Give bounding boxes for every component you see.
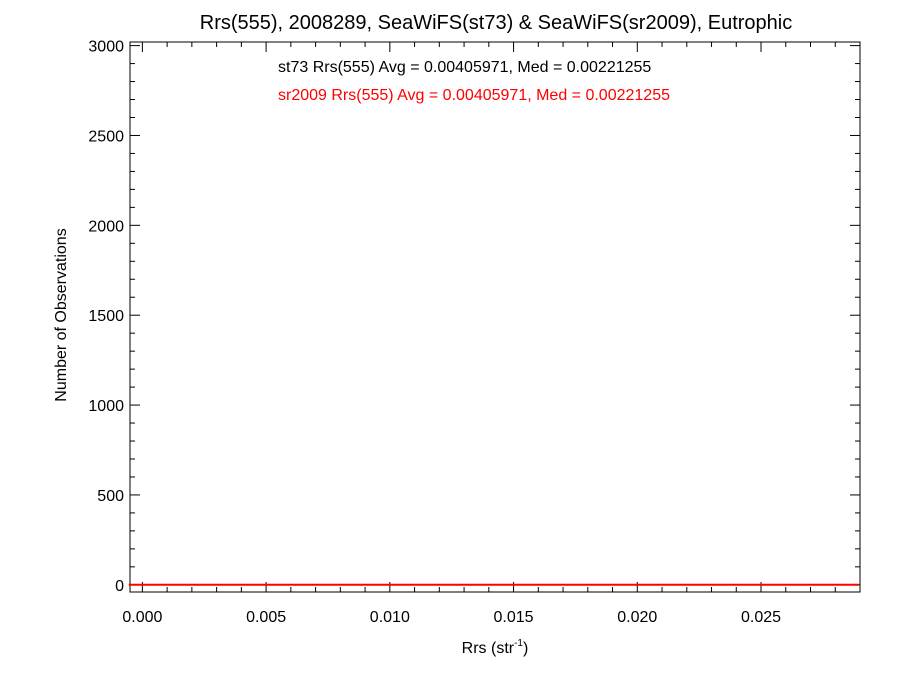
x-axis-label-close: ) [523,640,528,657]
x-axis-label-main: Rrs (str [462,640,515,657]
x-tick-label: 0.010 [370,609,410,626]
plot-frame [129,41,861,593]
y-tick-label: 500 [97,488,124,505]
x-tick-label: 0.015 [494,609,534,626]
x-tick-label: 0.020 [617,609,657,626]
y-tick-label: 1000 [88,398,124,415]
x-axis-label: Rrs (str-1) [462,638,529,657]
y-tick-label: 0 [115,578,124,595]
y-axis-label: Number of Observations [53,228,70,401]
annotation-sr2009: sr2009 Rrs(555) Avg = 0.00405971, Med = … [278,87,670,104]
x-axis-label-sup: -1 [514,638,523,649]
annotation-st73: st73 Rrs(555) Avg = 0.00405971, Med = 0.… [278,59,651,76]
y-tick-label: 2000 [88,218,124,235]
x-tick-label: 0.005 [246,609,286,626]
x-tick-label: 0.025 [741,609,781,626]
x-tick-label: 0.000 [122,609,162,626]
y-tick-label: 3000 [88,39,124,56]
chart-title: Rrs(555), 2008289, SeaWiFS(st73) & SeaWi… [200,12,792,34]
y-axis: 0 500 1000 1500 2000 2500 3000 [88,39,860,595]
y-tick-label: 1500 [88,308,124,325]
x-axis: 0.000 0.005 0.010 0.015 0.020 0.025 [122,42,836,626]
y-tick-label: 2500 [88,128,124,145]
